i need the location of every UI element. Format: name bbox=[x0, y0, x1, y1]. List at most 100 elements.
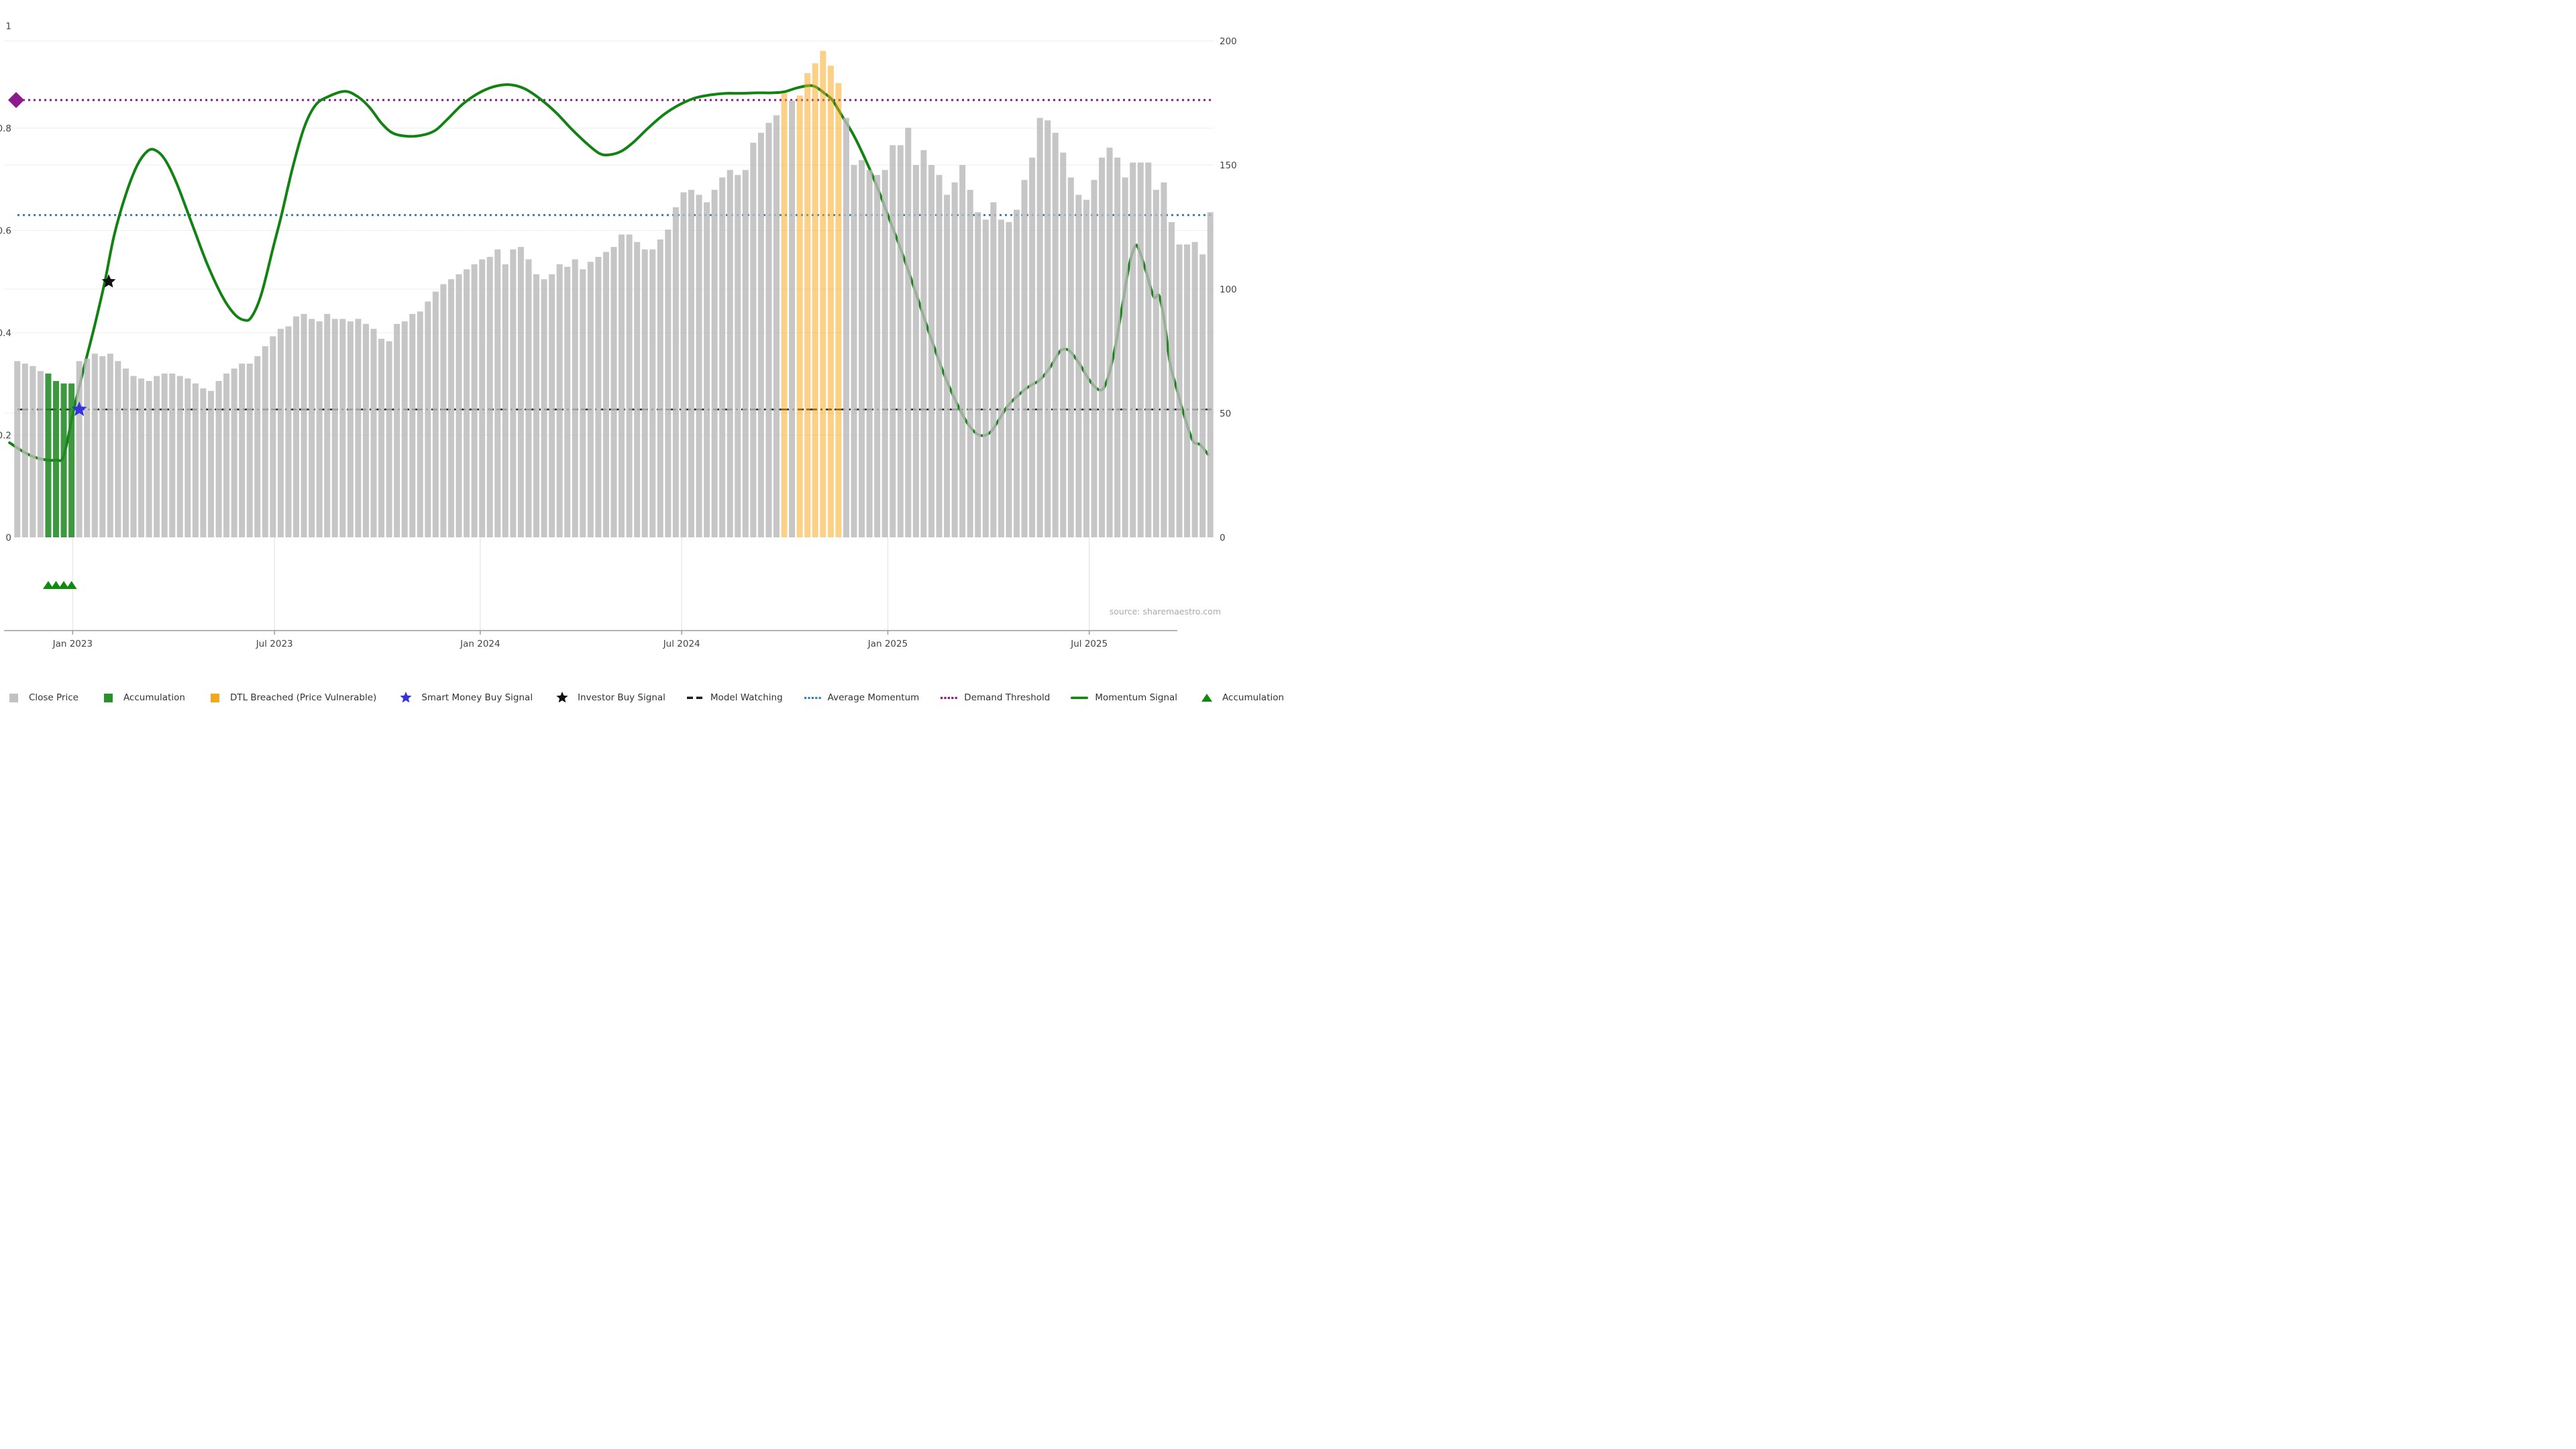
right-axis-tick-label: 150 bbox=[1220, 160, 1237, 171]
close-price-bar bbox=[184, 378, 191, 537]
x-tick-label: Jul 2024 bbox=[663, 639, 700, 649]
close-price-bar bbox=[920, 150, 927, 538]
close-price-bar bbox=[107, 354, 113, 537]
close-price-bar bbox=[37, 371, 44, 537]
legend-item-dtl-breached-price-vulnerable[interactable]: DTL Breached (Price Vulnerable) bbox=[205, 691, 376, 704]
close-price-bar bbox=[951, 182, 958, 537]
legend-item-average-momentum[interactable]: Average Momentum bbox=[803, 691, 919, 704]
close-price-bar bbox=[549, 274, 555, 537]
legend-item-label: DTL Breached (Price Vulnerable) bbox=[229, 692, 377, 703]
close-price-bar bbox=[223, 373, 230, 537]
accumulation-bar bbox=[45, 373, 52, 537]
close-price-bar bbox=[324, 314, 331, 537]
close-price-bar bbox=[1006, 222, 1012, 537]
smart-money-buy-star-icon bbox=[71, 401, 87, 417]
square-swatch-icon bbox=[99, 691, 117, 704]
legend-item-label: Accumulation bbox=[1222, 692, 1285, 703]
close-price-bar bbox=[672, 207, 679, 537]
close-price-bar bbox=[843, 117, 849, 537]
close-price-bar bbox=[386, 341, 392, 537]
left-axis-tick-label: 0 bbox=[5, 533, 11, 543]
legend-item-smart-money-buy-signal[interactable]: Smart Money Buy Signal bbox=[396, 691, 533, 704]
dots-swatch-icon bbox=[939, 691, 958, 704]
price-momentum-chart: Jan 2023 Jul 2023 Jan 2024 Jul 2024 Jan 2025… bbox=[0, 21, 1237, 650]
close-price-bar bbox=[773, 115, 780, 537]
close-price-bar bbox=[270, 336, 276, 537]
legend-item-momentum-signal[interactable]: Momentum Signal bbox=[1070, 691, 1177, 704]
legend-item-investor-buy-signal[interactable]: Investor Buy Signal bbox=[553, 691, 665, 704]
close-price-bar bbox=[1029, 157, 1036, 537]
close-price-bar bbox=[192, 383, 199, 537]
legend-item-close-price[interactable]: Close Price bbox=[4, 691, 78, 704]
close-price-bar bbox=[355, 319, 362, 537]
left-axis-tick-label: 0.6 bbox=[0, 226, 11, 237]
close-price-bar bbox=[14, 361, 21, 537]
legend-item-accumulation[interactable]: Accumulation bbox=[1197, 691, 1284, 704]
close-price-bar bbox=[602, 252, 609, 537]
close-price-bar bbox=[76, 361, 83, 537]
dtl-breached-bar bbox=[812, 63, 818, 538]
right-axis-tick-label: 50 bbox=[1220, 409, 1231, 419]
close-price-bar bbox=[1067, 177, 1074, 537]
close-price-bar bbox=[1122, 177, 1128, 537]
close-price-bar bbox=[1114, 157, 1121, 537]
close-price-bar bbox=[680, 192, 687, 537]
close-price-bar bbox=[231, 368, 237, 537]
close-price-bar bbox=[750, 142, 757, 537]
legend-item-demand-threshold[interactable]: Demand Threshold bbox=[939, 691, 1050, 704]
demand-threshold-diamond-icon bbox=[8, 92, 25, 109]
close-price-bar bbox=[494, 249, 501, 537]
close-price-bar bbox=[138, 378, 145, 537]
close-price-bar bbox=[130, 376, 137, 537]
close-price-bar bbox=[347, 321, 354, 537]
close-price-bar bbox=[881, 170, 888, 537]
close-price-bar bbox=[479, 259, 486, 537]
close-price-bar bbox=[990, 202, 997, 537]
close-price-bar bbox=[1083, 199, 1089, 537]
close-price-bar bbox=[641, 249, 648, 537]
close-price-bar bbox=[541, 279, 547, 537]
close-price-bar bbox=[1145, 162, 1152, 538]
close-price-bar bbox=[161, 373, 168, 537]
close-price-bar bbox=[1184, 244, 1191, 537]
close-price-bar bbox=[21, 364, 28, 537]
close-price-bar bbox=[688, 190, 694, 537]
line-swatch-icon bbox=[1070, 691, 1089, 704]
accumulation-triangle-icon bbox=[50, 581, 62, 589]
close-price-bar bbox=[440, 284, 447, 537]
triangle-swatch-icon bbox=[1197, 691, 1216, 704]
accumulation-triangle-icon bbox=[66, 581, 77, 589]
close-price-bar bbox=[619, 234, 625, 537]
close-price-bar bbox=[91, 354, 98, 537]
close-price-bar bbox=[378, 339, 385, 537]
left-axis-tick-label: 0.2 bbox=[0, 431, 11, 441]
left-axis-tick-label: 0.8 bbox=[0, 123, 11, 134]
close-price-bar bbox=[711, 190, 718, 537]
close-price-bar bbox=[84, 358, 91, 537]
legend-item-model-watching[interactable]: Model Watching bbox=[686, 691, 783, 704]
close-price-bar bbox=[634, 241, 641, 537]
close-price-bar bbox=[525, 259, 532, 537]
accumulation-bar bbox=[60, 383, 67, 537]
close-price-bar bbox=[735, 174, 741, 537]
legend-item-label: Investor Buy Signal bbox=[578, 692, 665, 703]
legend-item-label: Close Price bbox=[28, 692, 78, 703]
close-price-bar bbox=[1044, 120, 1051, 537]
close-price-bar bbox=[362, 323, 369, 537]
close-price-bar bbox=[704, 202, 710, 537]
close-price-bar bbox=[122, 368, 129, 537]
right-axis-tick-label: 200 bbox=[1220, 36, 1237, 47]
close-price-bar bbox=[1137, 162, 1144, 538]
close-price-bar bbox=[959, 165, 966, 537]
close-price-bar bbox=[1021, 180, 1028, 537]
close-price-bar bbox=[409, 314, 416, 537]
close-price-bar bbox=[517, 247, 524, 537]
legend-item-accumulation[interactable]: Accumulation bbox=[99, 691, 185, 704]
close-price-bar bbox=[115, 361, 121, 537]
x-tick-label: Jul 2025 bbox=[1070, 639, 1108, 649]
close-price-bar bbox=[727, 170, 733, 537]
close-price-bar bbox=[154, 376, 160, 537]
x-tick-label: Jan 2024 bbox=[460, 639, 500, 649]
close-price-bar bbox=[432, 291, 439, 537]
close-price-bar bbox=[464, 269, 470, 537]
